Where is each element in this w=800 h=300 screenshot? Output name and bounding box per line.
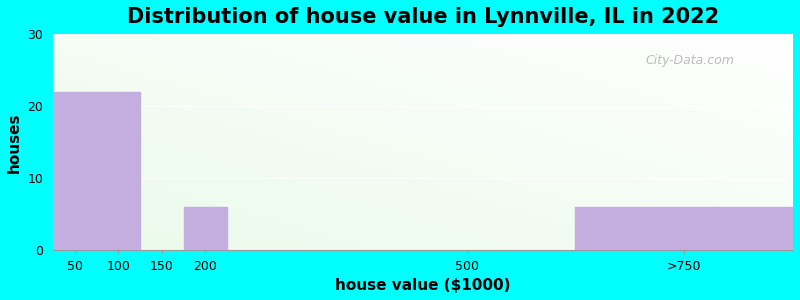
Bar [575,207,793,250]
Title: Distribution of house value in Lynnville, IL in 2022: Distribution of house value in Lynnville… [127,7,719,27]
Bar [184,207,227,250]
X-axis label: house value ($1000): house value ($1000) [335,278,511,293]
Bar [53,92,97,250]
Y-axis label: houses: houses [7,112,22,172]
Bar [97,92,140,250]
Text: City-Data.com: City-Data.com [645,53,734,67]
